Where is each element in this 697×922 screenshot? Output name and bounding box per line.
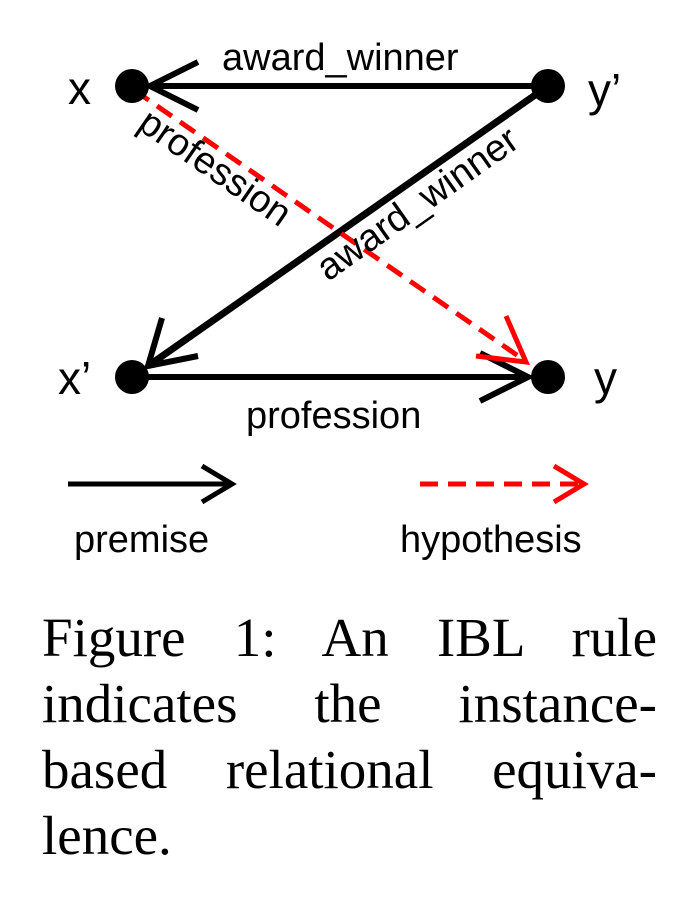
legend-label-premise: premise bbox=[74, 519, 209, 561]
legend-premise: premise bbox=[68, 463, 237, 561]
node-x bbox=[115, 69, 149, 103]
legend-hypothesis: hypothesis bbox=[400, 463, 589, 561]
node-label-y: y bbox=[594, 352, 617, 404]
caption-line: indicates the instance- bbox=[42, 673, 657, 734]
node-label-x: x bbox=[68, 62, 91, 114]
node-x-prime bbox=[115, 360, 149, 394]
node-y-prime bbox=[531, 69, 565, 103]
legend-label-hypothesis: hypothesis bbox=[400, 519, 582, 561]
caption-line: Figure 1: An IBL rule bbox=[42, 607, 657, 668]
edge-profession-hypothesis bbox=[132, 87, 531, 366]
node-y bbox=[531, 360, 565, 394]
caption-line: lence. bbox=[42, 805, 172, 866]
edge-label-diagonal-dashed: profession bbox=[131, 101, 299, 235]
edge-label-top: award_winner bbox=[222, 37, 459, 79]
node-label-x-prime: x’ bbox=[58, 352, 91, 404]
figure-caption: Figure 1: An IBL rule indicates the inst… bbox=[42, 605, 657, 869]
edge-label-bottom: profession bbox=[246, 395, 421, 437]
caption-line: based relational equiva- bbox=[42, 739, 657, 800]
edge-label-diagonal-solid: award_winner bbox=[309, 118, 527, 289]
edge-award-winner-diagonal bbox=[143, 83, 551, 370]
ibl-rule-diagram: x y’ x’ y award_winner award_winner prof… bbox=[58, 37, 621, 561]
node-label-y-prime: y’ bbox=[588, 64, 621, 116]
edge-profession-bottom bbox=[132, 350, 535, 404]
edge-award-winner-top bbox=[143, 59, 548, 113]
